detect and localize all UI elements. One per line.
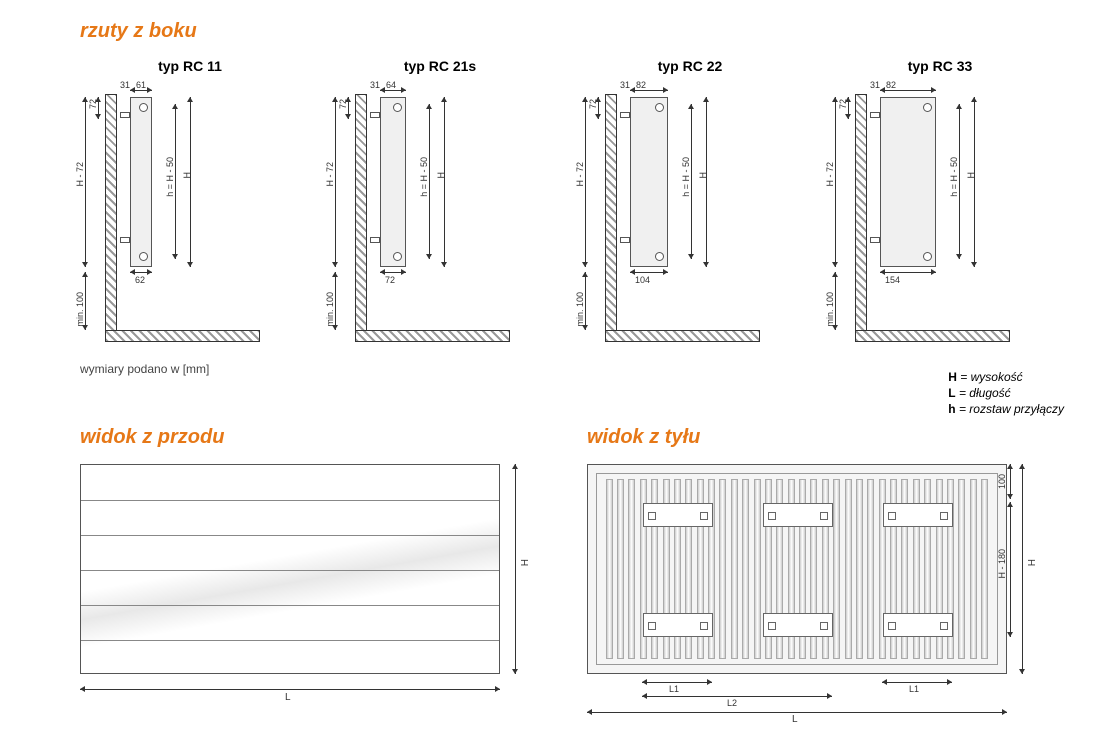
legend-l: L = długość bbox=[948, 386, 1064, 400]
bracket-icon bbox=[763, 613, 833, 637]
side-view-3: typ RC 33 82 31 72 H - 72 min. 100 h = H… bbox=[830, 58, 1050, 352]
type-label: typ RC 11 bbox=[80, 58, 300, 74]
dim-l1a: L1 bbox=[669, 684, 679, 694]
side-view-2: typ RC 22 82 31 72 H - 72 min. 100 h = H… bbox=[580, 58, 800, 352]
dimensions-note: wymiary podano w [mm] bbox=[80, 362, 1094, 376]
side-diagram: 82 31 72 H - 72 min. 100 h = H - 50 H 15… bbox=[830, 82, 1030, 352]
legend-box: H = wysokość L = długość h = rozstaw prz… bbox=[948, 370, 1064, 418]
back-panel-diagram bbox=[587, 464, 1007, 674]
front-panel-diagram bbox=[80, 464, 500, 674]
dim-l-back: L bbox=[792, 714, 798, 725]
side-diagram: 82 31 72 H - 72 min. 100 h = H - 50 H 10… bbox=[580, 82, 780, 352]
legend-hh: h = rozstaw przyłączy bbox=[948, 402, 1064, 416]
type-label: typ RC 22 bbox=[580, 58, 800, 74]
bracket-icon bbox=[643, 613, 713, 637]
side-view-0: typ RC 11 61 31 72 H - 72 min. 100 h = H… bbox=[80, 58, 300, 352]
side-views-title: rzuty z boku bbox=[80, 20, 1094, 43]
type-label: typ RC 33 bbox=[830, 58, 1050, 74]
dim-h-front: H bbox=[520, 559, 531, 566]
side-view-1: typ RC 21s 64 31 72 H - 72 min. 100 h = … bbox=[330, 58, 550, 352]
front-view-title: widok z przodu bbox=[80, 426, 547, 449]
legend-h: H = wysokość bbox=[948, 370, 1064, 384]
type-label: typ RC 21s bbox=[330, 58, 550, 74]
dim-l2: L2 bbox=[727, 698, 737, 708]
dim-l-front: L bbox=[285, 692, 291, 703]
dim-100: 100 bbox=[997, 474, 1007, 489]
dim-l1b: L1 bbox=[909, 684, 919, 694]
side-views-row: typ RC 11 61 31 72 H - 72 min. 100 h = H… bbox=[80, 58, 1094, 352]
side-diagram: 64 31 72 H - 72 min. 100 h = H - 50 H 72 bbox=[330, 82, 530, 352]
bracket-icon bbox=[883, 613, 953, 637]
bracket-icon bbox=[763, 503, 833, 527]
bracket-icon bbox=[643, 503, 713, 527]
bracket-icon bbox=[883, 503, 953, 527]
side-diagram: 61 31 72 H - 72 min. 100 h = H - 50 H 62 bbox=[80, 82, 280, 352]
dim-h-back: H bbox=[1027, 559, 1038, 566]
back-view-title: widok z tyłu bbox=[587, 426, 1094, 449]
dim-h180: H - 180 bbox=[997, 549, 1007, 579]
